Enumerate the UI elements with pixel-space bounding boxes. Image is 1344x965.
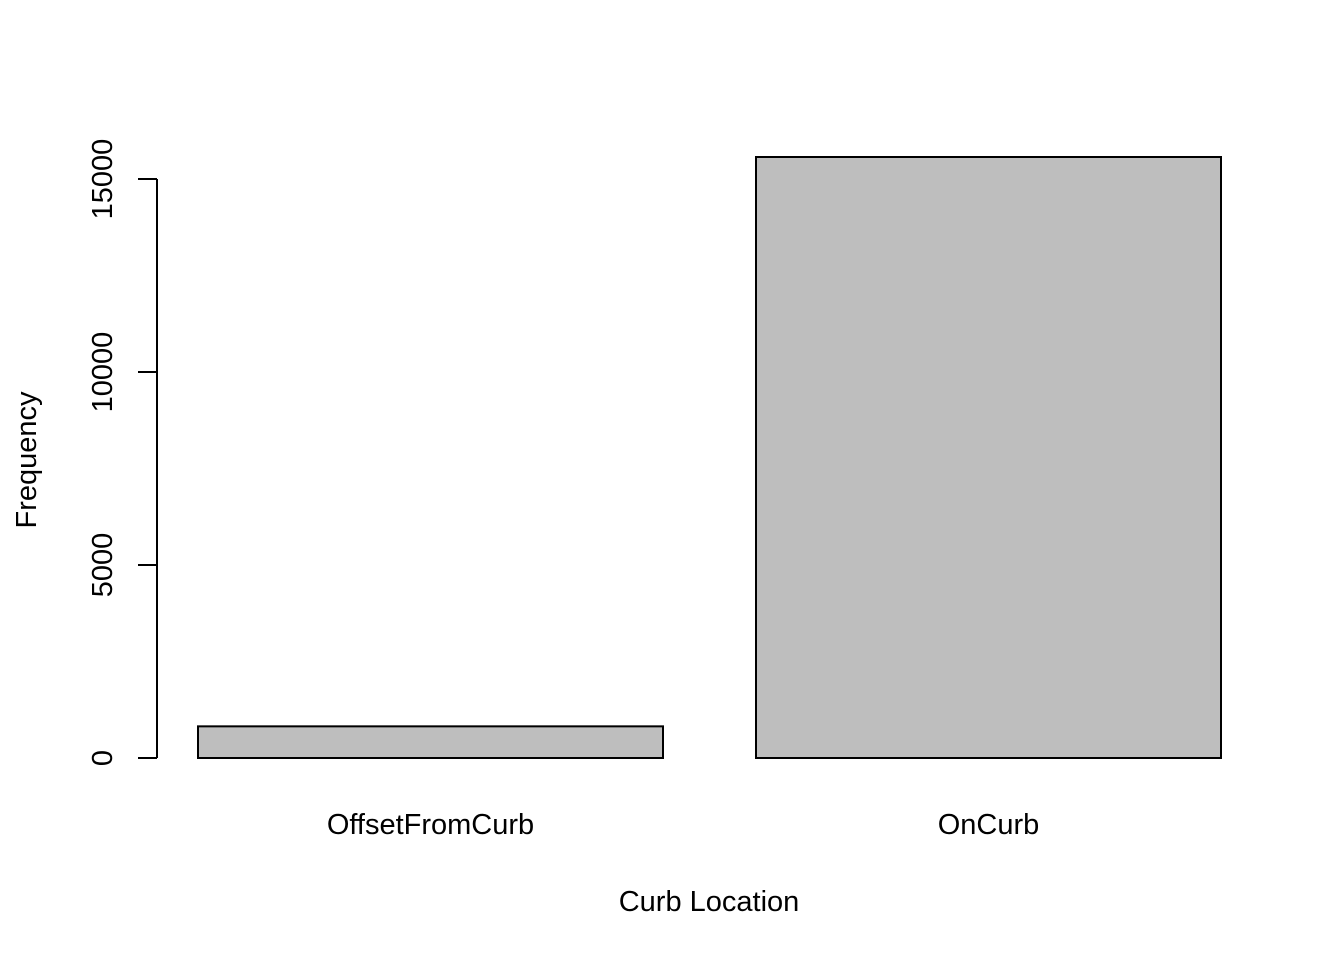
y-tick-label: 10000 — [87, 332, 119, 413]
y-tick-label: 0 — [87, 750, 119, 766]
x-tick-labels: OffsetFromCurb OnCurb — [327, 809, 1039, 841]
bars-group — [197, 156, 1222, 759]
y-tick-label: 15000 — [87, 139, 119, 220]
bar-oncurb — [755, 156, 1222, 759]
y-axis-label: Frequency — [11, 391, 43, 529]
x-tick-label-oncurb: OnCurb — [938, 809, 1040, 841]
bar-offsetfromcurb — [197, 725, 664, 759]
y-axis: 0 5000 10000 15000 — [87, 139, 158, 766]
x-axis-label: Curb Location — [619, 886, 800, 918]
y-tick-label: 5000 — [87, 533, 119, 598]
x-tick-label-offsetfromcurb: OffsetFromCurb — [327, 809, 534, 841]
